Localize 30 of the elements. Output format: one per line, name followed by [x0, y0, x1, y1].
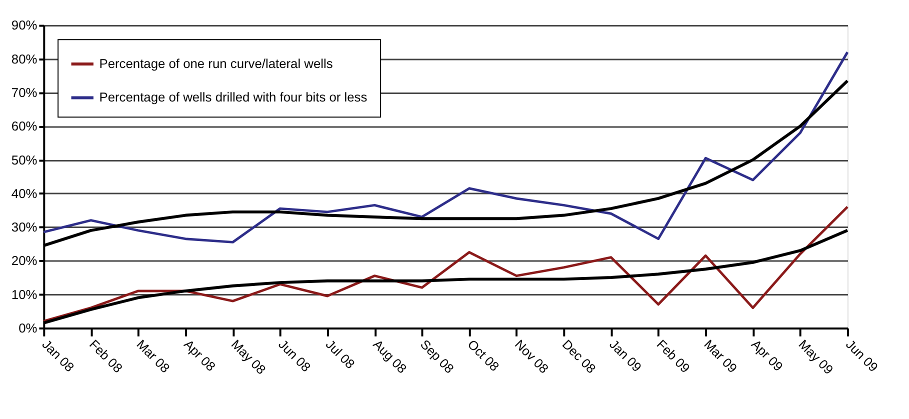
y-tick-label: 60%	[11, 118, 38, 134]
x-tick-label: Apr 08	[181, 336, 219, 374]
x-tick-label: Sep 08	[417, 336, 457, 376]
line-series	[42, 206, 849, 322]
x-tick-label: Dec 08	[559, 336, 599, 376]
x-tick-label: Aug 08	[370, 336, 410, 376]
x-tick-label: Jul 08	[322, 336, 358, 372]
x-tick-label: Mar 08	[134, 336, 173, 376]
y-tick-label: 90%	[11, 18, 38, 33]
y-tick-label: 20%	[11, 253, 38, 268]
y-tick-label: 30%	[11, 220, 38, 235]
legend-label: Percentage of wells drilled with four bits or less	[99, 90, 368, 105]
legend-label: Percentage of one run curve/lateral wells	[99, 56, 333, 71]
line-series	[42, 50, 849, 244]
y-tick-label: 70%	[11, 85, 38, 100]
x-tick-label: Jan 09	[606, 336, 645, 375]
x-tick-label: Jun 09	[843, 336, 882, 375]
x-tick-label: Jun 08	[276, 336, 314, 375]
y-tick-label: 0%	[18, 320, 38, 336]
x-tick-label: Oct 08	[464, 336, 502, 374]
y-tick-label: 10%	[11, 286, 38, 302]
x-tick-label: Jan 08	[39, 336, 78, 375]
y-tick-label: 50%	[11, 152, 38, 168]
y-tick-label: 40%	[11, 186, 38, 201]
x-tick-label: Mar 09	[701, 336, 740, 376]
x-tick-label: Nov 08	[512, 336, 552, 376]
y-tick-label: 80%	[11, 51, 38, 66]
x-tick-label: Apr 09	[748, 336, 786, 374]
x-tick-label: Feb 08	[86, 336, 126, 376]
x-tick-label: Feb 09	[654, 336, 693, 376]
